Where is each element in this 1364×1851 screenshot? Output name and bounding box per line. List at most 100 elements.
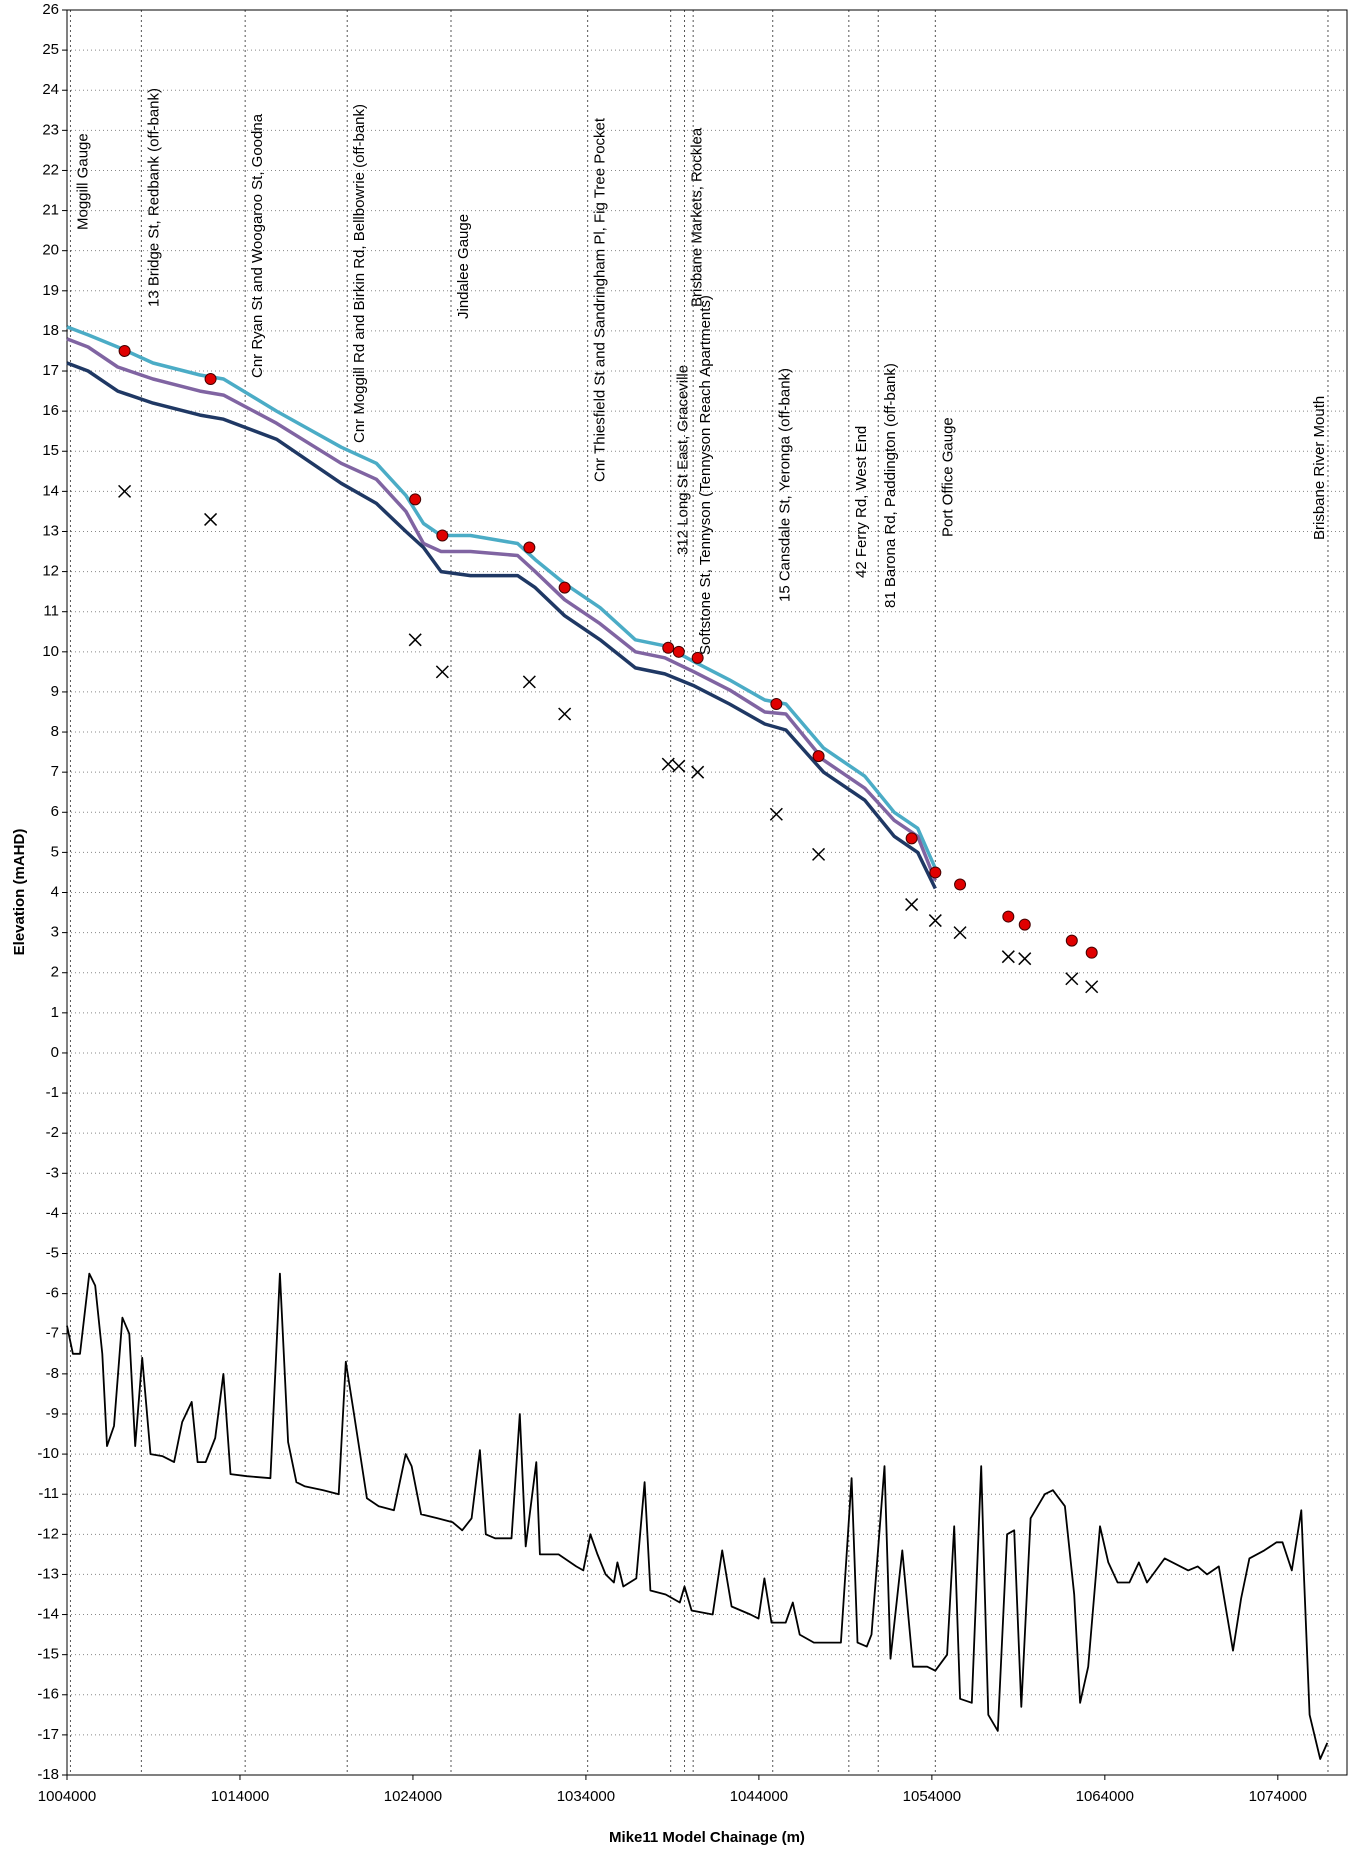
cross-marker bbox=[691, 765, 705, 779]
y-axis-title: Elevation (mAHD) bbox=[11, 829, 28, 956]
cross-marker bbox=[1065, 972, 1079, 986]
y-tick-label: 10 bbox=[42, 643, 59, 660]
cross-marker bbox=[953, 926, 967, 940]
cross-marker bbox=[435, 665, 449, 679]
y-tick-label: -11 bbox=[38, 1485, 59, 1502]
observed-peak bbox=[672, 645, 685, 658]
observed-peak bbox=[118, 344, 131, 357]
x-tick-label: 1004000 bbox=[38, 1788, 96, 1805]
cross-marker bbox=[812, 847, 826, 861]
y-tick-label: -1 bbox=[46, 1084, 59, 1101]
y-tick-label: -12 bbox=[37, 1525, 59, 1542]
observed-peak bbox=[1002, 910, 1015, 923]
x-tick-label: 1024000 bbox=[384, 1788, 442, 1805]
x-tick-label: 1064000 bbox=[1076, 1788, 1134, 1805]
x-axis-title: Mike11 Model Chainage (m) bbox=[609, 1829, 805, 1846]
y-tick-label: 25 bbox=[42, 41, 59, 58]
y-tick-label: -17 bbox=[37, 1726, 59, 1743]
y-tick-label: 21 bbox=[42, 202, 59, 219]
x-tick-label: 1014000 bbox=[211, 1788, 269, 1805]
y-tick-label: -6 bbox=[46, 1285, 59, 1302]
y-tick-label: 20 bbox=[42, 242, 59, 259]
series-line bbox=[66, 361, 937, 890]
observed-peak bbox=[905, 832, 918, 845]
cross-marker bbox=[1018, 952, 1032, 966]
series-line bbox=[66, 1272, 1329, 1760]
cross-marker bbox=[558, 707, 572, 721]
x-tick-label: 1034000 bbox=[557, 1788, 615, 1805]
cross-marker bbox=[769, 807, 783, 821]
cross-marker bbox=[1001, 950, 1015, 964]
observed-peak bbox=[691, 651, 704, 664]
y-tick-label: 18 bbox=[42, 322, 59, 339]
location-label: Moggill Gauge bbox=[74, 133, 91, 230]
y-tick-label: -18 bbox=[37, 1766, 59, 1783]
y-tick-label: -3 bbox=[46, 1164, 59, 1181]
observed-peak bbox=[523, 541, 536, 554]
cross-marker bbox=[408, 633, 422, 647]
y-tick-label: 8 bbox=[51, 723, 59, 740]
y-tick-label: -9 bbox=[46, 1405, 59, 1422]
x-tick-label: 1054000 bbox=[903, 1788, 961, 1805]
location-label: Cnr Ryan St and Woogaroo St, Goodna bbox=[249, 113, 266, 378]
location-label: Cnr Moggill Rd and Birkin Rd, Bellbowrie… bbox=[351, 104, 368, 443]
location-label: 312 Long St East, Graceville bbox=[675, 365, 692, 555]
y-tick-label: 3 bbox=[51, 924, 59, 941]
cross-marker bbox=[118, 484, 132, 498]
location-label: Brisbane River Mouth bbox=[1311, 396, 1328, 540]
x-tick-label: 1074000 bbox=[1249, 1788, 1307, 1805]
observed-peak bbox=[929, 866, 942, 879]
observed-peak bbox=[1085, 946, 1098, 959]
y-tick-label: -10 bbox=[37, 1445, 59, 1462]
location-label: 42 Ferry Rd, West End bbox=[853, 426, 870, 578]
location-label: Softstone St, Tennyson (Tennyson Reach A… bbox=[697, 295, 714, 655]
y-tick-label: -15 bbox=[37, 1646, 59, 1663]
y-tick-label: 12 bbox=[42, 563, 59, 580]
y-tick-label: -2 bbox=[46, 1124, 59, 1141]
observed-peak bbox=[812, 750, 825, 763]
cross-marker bbox=[522, 675, 536, 689]
y-tick-label: -14 bbox=[37, 1606, 59, 1623]
location-label: Cnr Thiesfield St and Sandringham Pl, Fi… bbox=[592, 117, 609, 482]
y-tick-label: 22 bbox=[42, 161, 59, 178]
y-tick-label: 16 bbox=[42, 402, 59, 419]
y-tick-label: 1 bbox=[51, 1004, 59, 1021]
observed-peak bbox=[558, 581, 571, 594]
x-tick-label: 1044000 bbox=[730, 1788, 788, 1805]
cross-marker bbox=[661, 757, 675, 771]
observed-peak bbox=[1065, 934, 1078, 947]
y-tick-label: 17 bbox=[42, 362, 59, 379]
y-tick-label: 11 bbox=[43, 603, 59, 620]
y-tick-label: 24 bbox=[42, 81, 59, 98]
y-tick-label: 6 bbox=[51, 803, 59, 820]
y-tick-label: 0 bbox=[51, 1044, 59, 1061]
y-tick-label: 2 bbox=[51, 964, 59, 981]
y-tick-label: 26 bbox=[42, 1, 59, 18]
y-tick-label: 9 bbox=[51, 683, 59, 700]
y-tick-label: 4 bbox=[51, 883, 59, 900]
y-tick-label: -8 bbox=[46, 1365, 59, 1382]
series-line bbox=[66, 337, 937, 882]
observed-peak bbox=[1018, 918, 1031, 931]
y-tick-label: -5 bbox=[46, 1244, 59, 1261]
location-label: Jindalee Gauge bbox=[455, 214, 472, 319]
series-line bbox=[66, 325, 937, 870]
location-label: 81 Barona Rd, Paddington (off-bank) bbox=[882, 363, 899, 608]
y-tick-label: 5 bbox=[51, 843, 59, 860]
observed-peak bbox=[436, 529, 449, 542]
location-label: 15 Cansdale St, Yeronga (off-bank) bbox=[777, 368, 794, 602]
observed-peak bbox=[409, 493, 422, 506]
y-tick-label: -4 bbox=[46, 1204, 59, 1221]
observed-peak bbox=[770, 697, 783, 710]
cross-marker bbox=[672, 759, 686, 773]
location-label: Port Office Gauge bbox=[939, 417, 956, 537]
cross-marker bbox=[928, 914, 942, 928]
cross-marker bbox=[905, 898, 919, 912]
y-tick-label: -7 bbox=[46, 1325, 59, 1342]
y-tick-label: 13 bbox=[42, 522, 59, 539]
y-tick-label: 19 bbox=[42, 282, 59, 299]
y-tick-label: 7 bbox=[51, 763, 59, 780]
observed-peak bbox=[662, 641, 675, 654]
observed-peak bbox=[954, 878, 967, 891]
